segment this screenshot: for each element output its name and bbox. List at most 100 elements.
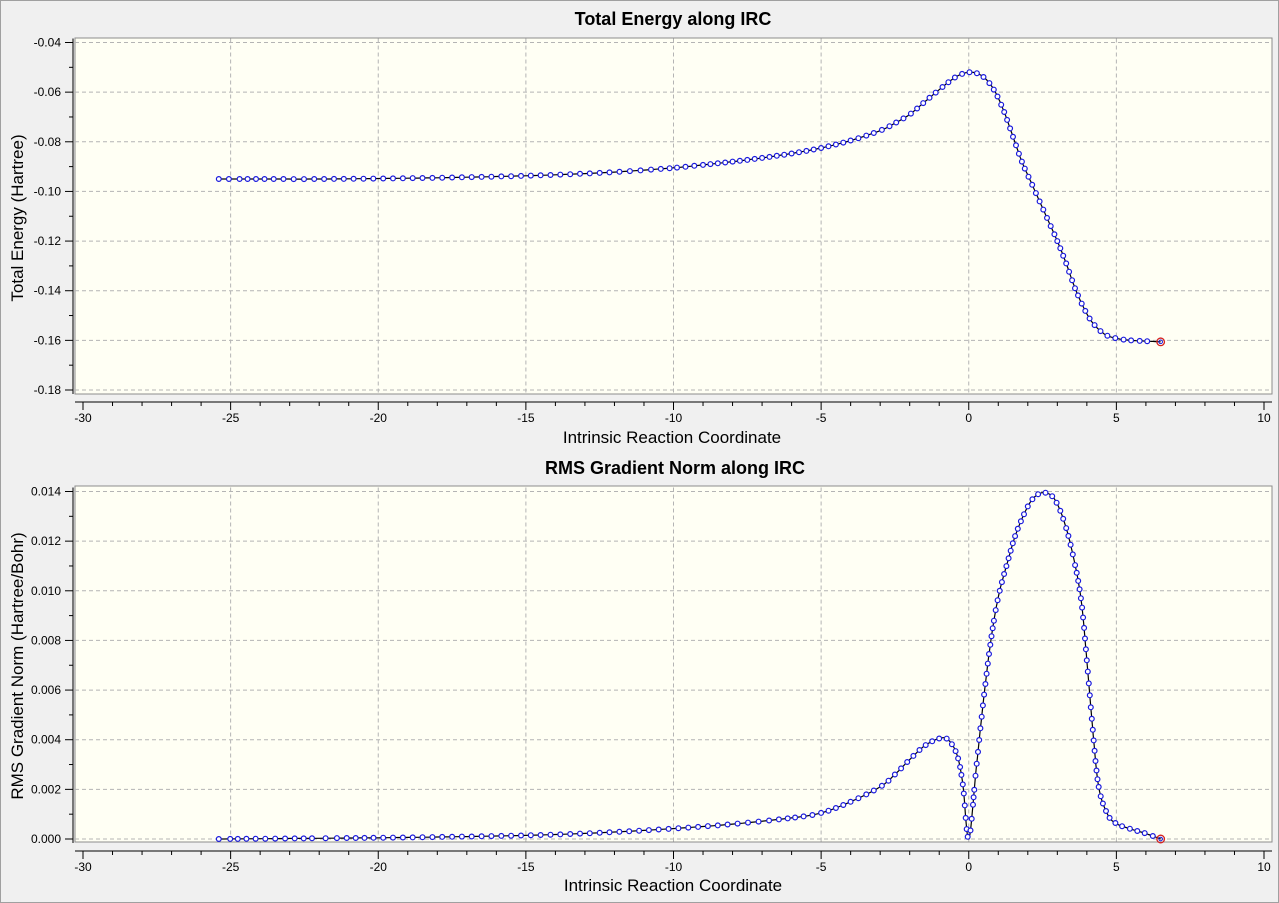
data-point <box>1009 540 1016 547</box>
data-point <box>1072 562 1079 569</box>
data-point <box>781 151 788 158</box>
data-point <box>1086 315 1093 322</box>
series-gradient <box>215 489 1166 844</box>
data-point <box>962 814 969 821</box>
data-point <box>945 79 952 86</box>
y-tick-label: 0.012 <box>31 534 61 548</box>
data-point <box>1128 337 1135 344</box>
data-point <box>567 830 574 837</box>
data-point <box>270 176 277 183</box>
data-point <box>955 755 962 762</box>
data-point <box>1073 569 1080 576</box>
data-point <box>971 786 978 793</box>
data-point <box>984 660 991 667</box>
data-point <box>1080 614 1087 621</box>
data-point <box>626 168 633 175</box>
data-point <box>527 832 534 839</box>
x-tick-label: 10 <box>1257 411 1271 425</box>
data-point <box>1084 668 1091 675</box>
data-point <box>1112 335 1119 342</box>
x-tick-label: -30 <box>74 411 92 425</box>
data-point <box>1081 624 1088 631</box>
y-tick-label: -0.04 <box>34 36 62 50</box>
x-axis-title: Intrinsic Reaction Coordinate <box>564 876 782 895</box>
data-point <box>972 772 979 779</box>
data-point <box>478 173 485 180</box>
data-point <box>1015 150 1022 157</box>
data-point <box>998 579 1005 586</box>
data-point <box>893 119 900 126</box>
x-tick-label: -10 <box>665 411 683 425</box>
data-point <box>922 742 929 749</box>
data-point <box>744 819 751 826</box>
x-axis-title: Intrinsic Reaction Coordinate <box>563 428 781 447</box>
data-point <box>517 172 524 179</box>
y-tick-label: 0.002 <box>31 782 61 796</box>
data-point <box>1091 747 1098 754</box>
data-point <box>419 175 426 182</box>
data-point <box>1065 532 1072 539</box>
data-point <box>498 173 505 180</box>
data-point <box>1043 214 1050 221</box>
data-point <box>744 156 751 163</box>
data-point <box>1035 491 1042 498</box>
data-point <box>682 163 689 170</box>
data-point <box>957 763 964 770</box>
data-point <box>855 795 862 802</box>
data-point <box>982 680 989 687</box>
data-point <box>1144 338 1151 345</box>
data-point <box>788 150 795 157</box>
data-point <box>488 833 495 840</box>
current-point-marker <box>1156 834 1166 844</box>
data-point <box>1102 807 1109 814</box>
data-point <box>1085 680 1092 687</box>
data-point <box>1097 793 1104 800</box>
data-point <box>795 149 802 156</box>
data-point <box>301 176 308 183</box>
x-tick-label: -15 <box>517 860 535 874</box>
data-point <box>974 748 981 755</box>
data-point <box>792 814 799 821</box>
data-point <box>311 176 318 183</box>
data-point <box>978 713 985 720</box>
x-tick-label: 10 <box>1257 860 1271 874</box>
data-point <box>429 834 436 841</box>
data-point <box>380 175 387 182</box>
data-point <box>537 172 544 179</box>
data-point <box>809 811 816 818</box>
data-point <box>343 834 350 841</box>
current-point <box>1158 836 1163 842</box>
data-point <box>1069 551 1076 558</box>
data-point <box>1051 231 1058 238</box>
y-tick-label: -0.14 <box>34 284 62 298</box>
data-point <box>647 166 654 173</box>
data-point <box>1104 332 1111 339</box>
data-point <box>979 702 986 709</box>
data-point <box>840 139 847 146</box>
x-tick-label: -25 <box>222 411 240 425</box>
grid-lines <box>75 38 1272 394</box>
data-point <box>1090 737 1097 744</box>
data-point <box>948 741 955 748</box>
data-point <box>916 746 923 753</box>
x-tick-label: 0 <box>965 411 972 425</box>
data-point <box>321 176 328 183</box>
data-point <box>666 165 673 172</box>
data-point <box>1021 165 1028 172</box>
data-point <box>810 146 817 153</box>
data-point <box>1029 496 1036 503</box>
x-tick-label: -10 <box>665 860 683 874</box>
data-point <box>227 835 234 842</box>
data-point <box>936 735 943 742</box>
data-point <box>926 94 933 101</box>
data-point <box>1076 586 1083 593</box>
data-point <box>734 820 741 827</box>
data-point <box>1032 190 1039 197</box>
data-point <box>1093 767 1100 774</box>
data-point <box>969 801 976 808</box>
data-point <box>990 86 997 93</box>
data-point <box>1007 125 1014 132</box>
data-point <box>855 135 862 142</box>
data-point <box>1095 783 1102 790</box>
data-point <box>886 123 893 130</box>
